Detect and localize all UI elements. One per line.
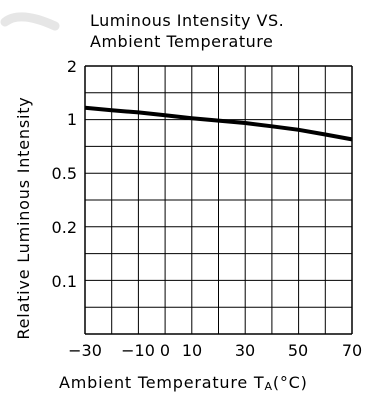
- y-tick-label: 0.2: [52, 218, 77, 237]
- series-line: [84, 105, 353, 142]
- chart-title-line: Ambient Temperature: [90, 32, 273, 51]
- x-tick-label: 50: [288, 341, 308, 360]
- watermark-stroke: [0, 12, 60, 31]
- y-axis-label: Relative Luminous Intensity: [14, 96, 33, 339]
- y-tick-label: 2: [67, 57, 77, 76]
- x-tick-label: 70: [342, 341, 362, 360]
- y-tick-label: 1: [67, 110, 77, 129]
- y-tick-label: 0.1: [52, 272, 77, 291]
- x-tick-label: −10: [121, 341, 155, 360]
- curve-layer: [84, 105, 353, 142]
- grid: [84, 65, 353, 335]
- x-tick-label: −30: [68, 341, 102, 360]
- x-tick-label: 10: [182, 341, 202, 360]
- x-tick-label: 0: [160, 341, 170, 360]
- chart-title-line: Luminous Intensity VS.: [90, 11, 284, 30]
- watermark-arc: [0, 12, 60, 31]
- y-tick-label: 0.5: [52, 164, 77, 183]
- x-axis-label: Ambient Temperature TA(°C): [59, 373, 308, 393]
- x-tick-label: 30: [235, 341, 255, 360]
- label-layer: Luminous Intensity VS. Ambient Temperatur…: [14, 11, 362, 393]
